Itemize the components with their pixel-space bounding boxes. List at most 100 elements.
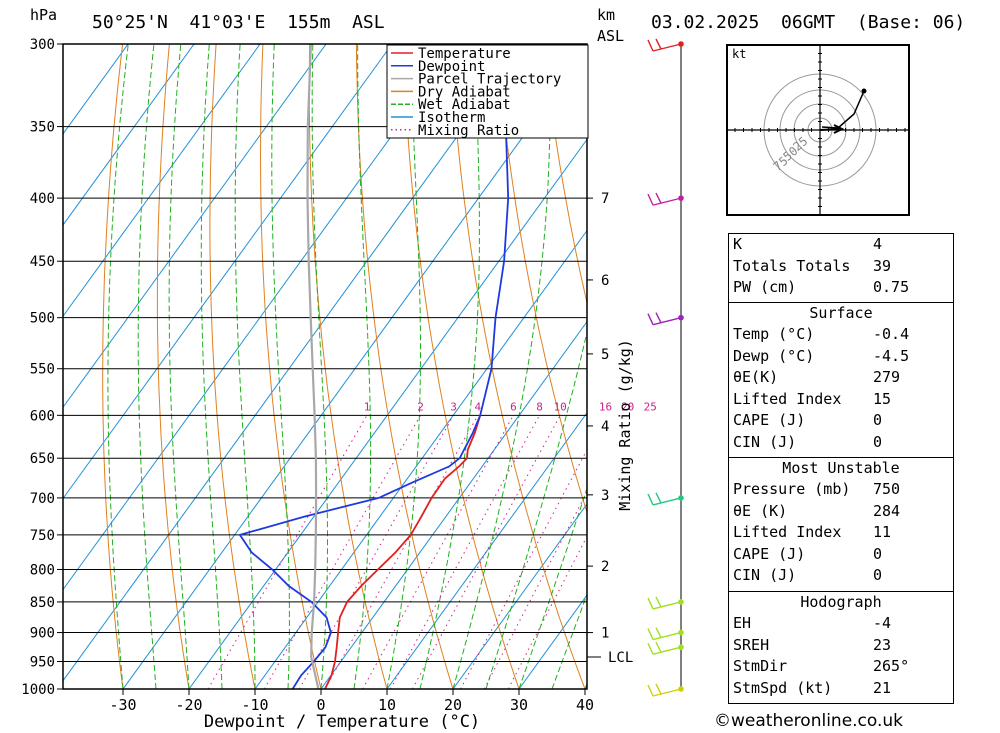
temp-tick-label: 10 [378, 696, 396, 714]
hodograph-table: Hodograph EH -4 SREH 23 StmDir 265° StmSpd (kt… [728, 591, 954, 704]
row-key: Pressure (mb) [733, 480, 851, 498]
mixing-ratio-label: 16 [599, 400, 612, 413]
row-value: -4.5 [873, 346, 910, 365]
legend-label: Temperature [418, 46, 511, 62]
km-tick-label: 3 [601, 488, 609, 504]
row-key: SREH [733, 635, 770, 654]
table-row: CIN (J) 0 [729, 432, 953, 454]
wet-adiabat-line [311, 44, 328, 689]
row-value: 0 [873, 411, 883, 429]
km-tick-label: 6 [601, 273, 609, 289]
mixing-ratio-label: 2 [417, 400, 424, 413]
row-value: 0 [873, 432, 883, 451]
table-row: CAPE (J) 0 [729, 410, 953, 432]
table-row: Lifted Index 15 [729, 389, 953, 411]
row-key: θE(K) [733, 368, 779, 386]
row-key: StmDir [733, 657, 788, 675]
isotherm-line [63, 44, 327, 409]
mixing-ratio-axis-label: Mixing Ratio (g/kg) [616, 339, 634, 511]
table-row: Temp (°C) -0.4 [729, 324, 953, 346]
table-row: SREH 23 [729, 635, 953, 657]
wet-adiabat-line [107, 44, 129, 689]
km-label: km [597, 6, 616, 24]
dry-adiabat-line [449, 44, 586, 689]
row-key: StmSpd (kt) [733, 678, 833, 697]
temp-tick-label: 40 [576, 696, 594, 714]
wet-adiabat-line [485, 330, 587, 689]
dry-adiabat-line [355, 44, 454, 689]
parcel-trajectory-profile [306, 44, 320, 689]
row-value: 39 [873, 256, 892, 275]
hodograph-unit-label: kt [732, 47, 746, 61]
legend-label: Mixing Ratio [418, 123, 519, 139]
mixing-ratio-label: 3 [450, 400, 457, 413]
location-title: 50°25'N 41°03'E 155m ASL [92, 12, 385, 33]
row-value: 0.75 [873, 278, 910, 296]
wind-barb [647, 596, 684, 610]
pressure-tick-label: 450 [30, 254, 55, 270]
row-key: EH [733, 614, 752, 632]
mixing-ratio-label: 8 [536, 400, 543, 413]
isotherm-line [320, 320, 587, 689]
wind-barb [647, 192, 684, 206]
legend-label: Dry Adiabat [418, 84, 511, 100]
lcl-label: LCL [608, 650, 633, 666]
pressure-tick-label: 1000 [21, 682, 55, 698]
row-key: θE (K) [733, 501, 788, 520]
row-key: CIN (J) [733, 566, 797, 584]
pressure-tick-label: 600 [30, 408, 55, 424]
wind-barb [647, 627, 684, 641]
hodograph-endpoint [861, 88, 867, 94]
row-key: K [733, 235, 743, 253]
copyright-footer: ©weatheronline.co.uk [714, 711, 904, 731]
mixing-ratio-label: 1 [364, 400, 371, 413]
row-key: CAPE (J) [733, 411, 806, 429]
mixing-ratio-line [362, 415, 514, 689]
row-value: 284 [873, 501, 901, 520]
dry-adiabat-line [209, 44, 256, 689]
wind-barb [647, 312, 684, 326]
row-value: 15 [873, 389, 892, 408]
legend-label: Wet Adiabat [418, 97, 511, 113]
row-value: 11 [873, 523, 892, 541]
row-key: Dewp (°C) [733, 346, 815, 365]
plot-frame [62, 43, 588, 690]
datetime-title: 03.02.2025 06GMT (Base: 06) [651, 12, 966, 33]
row-value: 750 [873, 480, 901, 498]
wet-adiabat-line [386, 44, 421, 689]
wet-adiabat-line [200, 44, 223, 689]
row-key: Totals Totals [733, 256, 851, 275]
dry-adiabat-line [156, 44, 190, 689]
temperature-profile [324, 415, 482, 689]
row-value: 279 [873, 368, 901, 386]
mixing-ratio-label: 10 [554, 400, 567, 413]
wet-adiabat-line [234, 44, 256, 689]
isotherm-line [63, 44, 525, 682]
isotherm-line [63, 44, 393, 500]
row-value: 23 [873, 635, 892, 654]
pressure-tick-label: 500 [30, 311, 55, 327]
row-value: 0 [873, 544, 883, 563]
isotherm-line [63, 44, 261, 318]
indices-table: K 4 Totals Totals 39 PW (cm) 0.75 [728, 233, 954, 303]
pressure-tick-label: 400 [30, 191, 55, 207]
legend-box [386, 44, 589, 139]
hodograph-trace [821, 90, 865, 129]
dewpoint-profile [238, 44, 517, 689]
dry-adiabat-line [308, 44, 388, 689]
storm-motion-arrow [819, 124, 845, 134]
table-row: CAPE (J) 0 [729, 544, 953, 566]
asl-label: ASL [597, 27, 625, 45]
row-key: PW (cm) [733, 278, 797, 296]
isotherm-line [452, 503, 587, 689]
wind-barb [647, 38, 684, 52]
wind-barb [647, 683, 684, 697]
mixing-ratio-label: 6 [510, 400, 517, 413]
wet-adiabat-line [452, 44, 551, 689]
temp-tick-label: 20 [444, 696, 462, 714]
row-key: CAPE (J) [733, 544, 806, 563]
wind-barb [647, 641, 684, 655]
surface-title: Surface [809, 304, 873, 322]
